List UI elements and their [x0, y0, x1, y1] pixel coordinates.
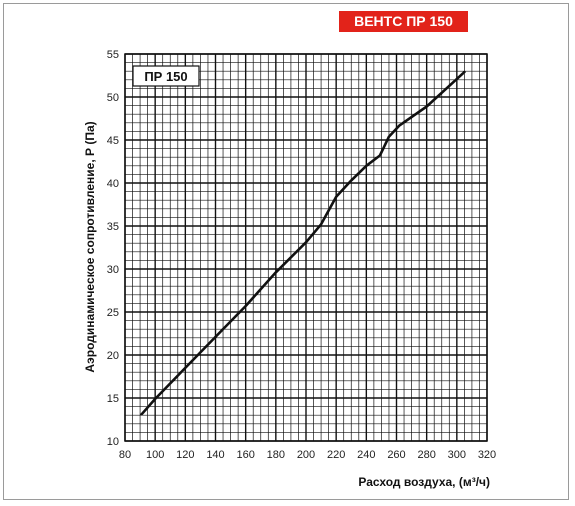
- y-tick-label: 20: [107, 350, 119, 362]
- x-tick-label: 160: [236, 449, 254, 461]
- series-line: [140, 70, 466, 416]
- y-tick-label: 15: [107, 393, 119, 405]
- x-axis-title: Расход воздуха, (м³/ч): [358, 475, 490, 489]
- y-tick-label: 45: [107, 135, 119, 147]
- x-tick-label: 280: [417, 449, 435, 461]
- x-tick-label: 80: [119, 449, 131, 461]
- y-axis-title: Аэродинамическое сопротивление, Р (Па): [83, 121, 97, 372]
- y-tick-label: 40: [107, 178, 119, 190]
- y-tick-label: 25: [107, 307, 119, 319]
- x-tick-label: 100: [146, 449, 164, 461]
- y-tick-label: 10: [107, 436, 119, 448]
- y-tick-label: 35: [107, 221, 119, 233]
- x-tick-label: 240: [357, 449, 375, 461]
- x-tick-label: 260: [387, 449, 405, 461]
- model-label: ПР 150: [144, 69, 187, 84]
- y-tick-label: 55: [107, 49, 119, 61]
- x-tick-label: 220: [327, 449, 345, 461]
- x-tick-label: 300: [448, 449, 466, 461]
- x-tick-label: 180: [267, 449, 285, 461]
- model-badge: ВЕНТС ПР 150: [339, 11, 468, 32]
- plot-area-border: [124, 53, 488, 442]
- series-layer: [140, 70, 466, 416]
- chart-grid: [124, 53, 488, 442]
- x-tick-label: 140: [206, 449, 224, 461]
- x-tick-label: 320: [478, 449, 496, 461]
- y-tick-label: 50: [107, 92, 119, 104]
- x-tick-label: 120: [176, 449, 194, 461]
- x-axis-title-text: Расход воздуха, (м³/ч): [358, 475, 490, 489]
- x-tick-label: 200: [297, 449, 315, 461]
- y-tick-label: 30: [107, 264, 119, 276]
- tick-labels: 80 100 120 140 160 180 200 220 240 260 280 300 320 10…: [107, 49, 496, 461]
- model-label-box: ПР 150: [132, 65, 200, 87]
